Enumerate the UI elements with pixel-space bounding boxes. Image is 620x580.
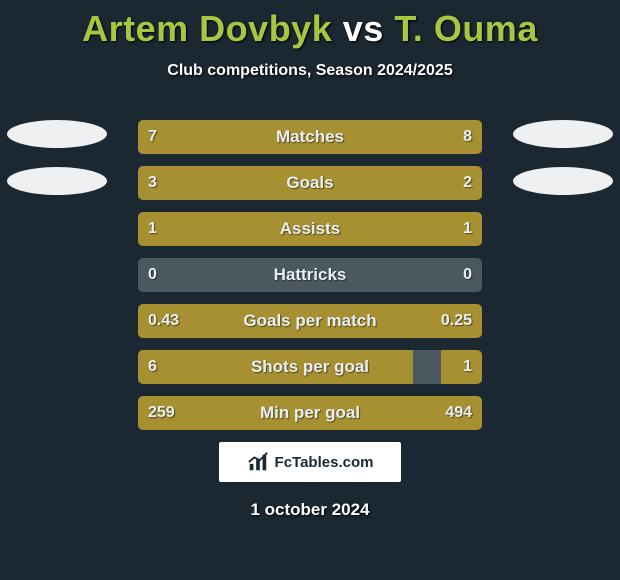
team-logo-left: [2, 110, 112, 205]
logo-shape: [513, 167, 613, 195]
stat-row: 11Assists: [138, 212, 482, 246]
stat-row: 00Hattricks: [138, 258, 482, 292]
player1-name: Artem Dovbyk: [82, 8, 332, 49]
branding-badge: FcTables.com: [219, 442, 401, 482]
logo-shape: [7, 120, 107, 148]
vs-text: vs: [343, 8, 384, 49]
logo-shape: [513, 120, 613, 148]
chart-icon: [247, 451, 269, 473]
team-logo-right: [508, 110, 618, 205]
stat-row: 0.430.25Goals per match: [138, 304, 482, 338]
stat-row: 32Goals: [138, 166, 482, 200]
date-text: 1 october 2024: [0, 500, 620, 520]
logo-shape: [7, 167, 107, 195]
stat-label: Hattricks: [138, 265, 482, 285]
stat-label: Matches: [138, 127, 482, 147]
stat-label: Min per goal: [138, 403, 482, 423]
comparison-title: Artem Dovbyk vs T. Ouma: [0, 0, 620, 50]
stats-bars: 78Matches 32Goals 11Assists 00Hattricks 0.43…: [138, 120, 482, 442]
player2-name: T. Ouma: [394, 8, 538, 49]
subtitle: Club competitions, Season 2024/2025: [0, 62, 620, 80]
stat-label: Goals: [138, 173, 482, 193]
branding-text: FcTables.com: [275, 454, 374, 471]
stat-label: Assists: [138, 219, 482, 239]
stat-label: Goals per match: [138, 311, 482, 331]
stat-row: 259494Min per goal: [138, 396, 482, 430]
stat-row: 61Shots per goal: [138, 350, 482, 384]
stat-label: Shots per goal: [138, 357, 482, 377]
stat-row: 78Matches: [138, 120, 482, 154]
